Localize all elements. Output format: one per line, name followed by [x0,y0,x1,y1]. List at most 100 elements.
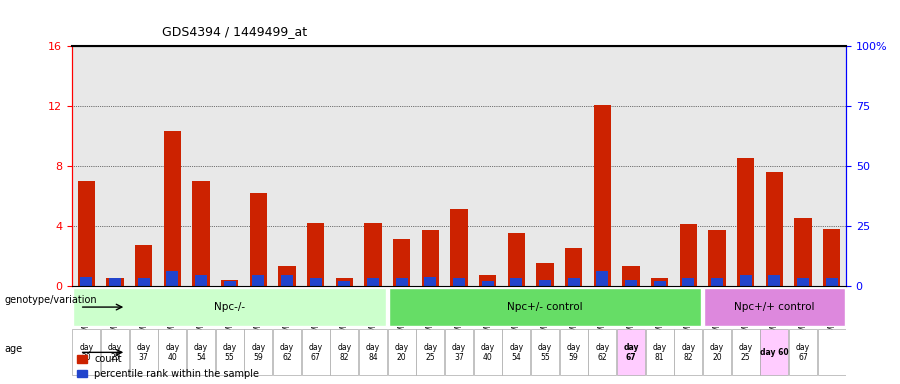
Text: day
25: day 25 [739,343,752,362]
Text: Npc-/-: Npc-/- [214,302,245,312]
Bar [482,281,494,286]
Bar [72,46,101,286]
Bar [559,46,588,286]
Text: GDS4394 / 1449499_at: GDS4394 / 1449499_at [162,25,307,38]
Text: day
81: day 81 [652,343,667,362]
Bar [703,46,732,286]
Bar [740,275,752,286]
Text: day
25: day 25 [423,343,437,362]
Bar [502,46,531,286]
Bar [616,46,645,286]
Bar [711,278,723,286]
Bar [244,46,273,286]
Bar [338,281,350,286]
Bar [130,46,158,286]
Bar [396,278,408,286]
Text: day
67: day 67 [623,343,639,362]
Bar [221,280,239,286]
FancyBboxPatch shape [101,329,129,376]
FancyBboxPatch shape [732,329,760,376]
Bar [307,223,324,286]
FancyBboxPatch shape [704,288,844,326]
Bar [281,275,293,286]
Bar [422,230,439,286]
Bar [453,278,465,286]
Bar [310,278,321,286]
Text: day
55: day 55 [222,343,237,362]
FancyBboxPatch shape [531,329,559,376]
FancyBboxPatch shape [244,329,273,376]
FancyBboxPatch shape [187,329,215,376]
Bar [766,172,783,286]
Text: day
82: day 82 [338,343,351,362]
Bar [249,193,267,286]
Bar [568,278,580,286]
Bar [450,209,468,286]
Bar [252,275,265,286]
Text: Npc+/- control: Npc+/- control [508,302,583,312]
Text: day
20: day 20 [394,343,409,362]
Bar [367,278,379,286]
Text: day 60: day 60 [760,348,788,357]
Bar [473,46,502,286]
Text: day
54: day 54 [509,343,524,362]
Bar [539,280,551,286]
Bar [651,278,669,286]
Text: day
62: day 62 [595,343,609,362]
Bar [109,278,121,286]
Text: Npc+/+ control: Npc+/+ control [734,302,814,312]
Text: day
59: day 59 [567,343,580,362]
Bar [278,266,295,286]
FancyBboxPatch shape [388,329,416,376]
Bar [825,278,838,286]
Bar [166,271,178,286]
Bar [817,46,846,286]
Bar [302,46,330,286]
FancyBboxPatch shape [330,329,358,376]
Text: day
25: day 25 [108,343,122,362]
FancyBboxPatch shape [560,329,588,376]
FancyBboxPatch shape [417,329,445,376]
Bar [682,278,695,286]
Bar [106,278,123,286]
Bar [645,46,674,286]
FancyBboxPatch shape [645,329,674,376]
Bar [424,277,436,286]
FancyBboxPatch shape [359,329,387,376]
Bar [732,46,760,286]
Bar [625,280,637,286]
Bar [760,46,788,286]
FancyBboxPatch shape [273,329,301,376]
Bar [359,46,387,286]
FancyBboxPatch shape [674,329,702,376]
Bar [795,218,812,286]
Text: day
20: day 20 [79,343,94,362]
Bar [101,46,130,286]
Bar [565,248,582,286]
FancyBboxPatch shape [216,329,244,376]
Bar [193,181,210,286]
Bar [479,275,496,286]
Bar [186,46,215,286]
FancyBboxPatch shape [703,329,731,376]
Bar [594,104,611,286]
FancyBboxPatch shape [817,329,846,376]
Bar [680,224,697,286]
Bar [510,278,522,286]
Bar [195,275,207,286]
Bar [336,278,353,286]
Bar [416,46,445,286]
FancyBboxPatch shape [445,329,473,376]
Bar [164,131,181,286]
Text: day
37: day 37 [137,343,150,362]
Bar [769,275,780,286]
Bar [788,46,817,286]
FancyBboxPatch shape [389,288,701,326]
Bar [215,46,244,286]
Bar [138,278,149,286]
Bar [536,263,554,286]
FancyBboxPatch shape [760,329,788,376]
FancyBboxPatch shape [72,329,101,376]
Bar [223,281,236,286]
Bar [674,46,703,286]
